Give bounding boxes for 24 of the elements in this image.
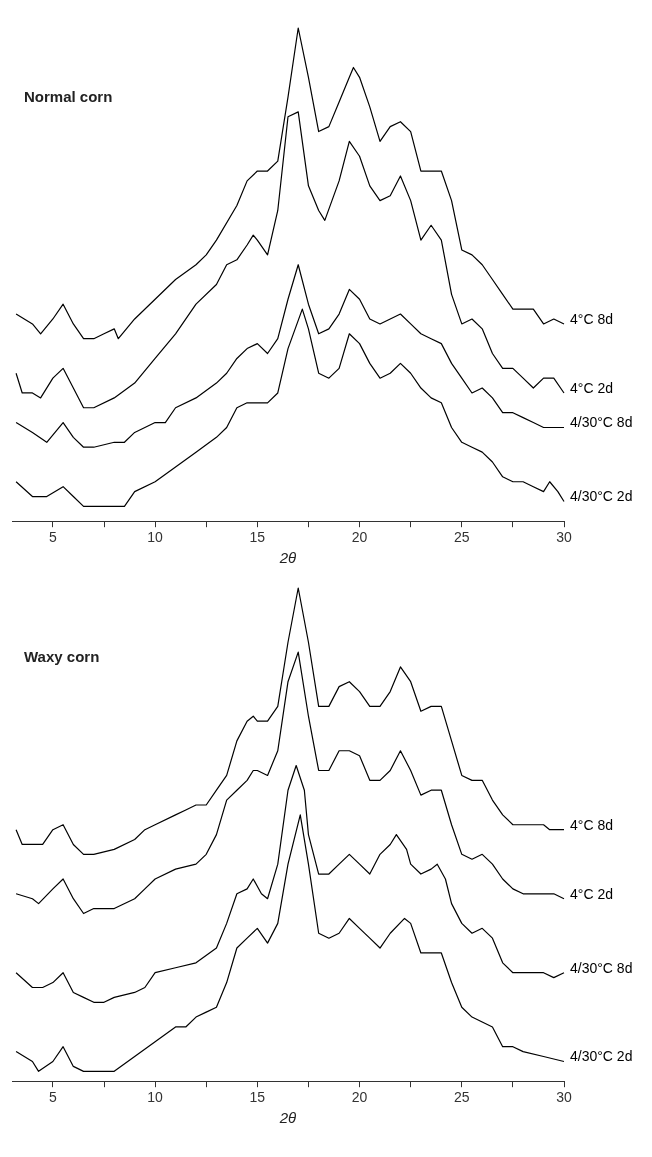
series-label: 4°C 2d [570, 885, 613, 902]
x-tick-label: 5 [48, 1089, 57, 1106]
series-label: 4°C 8d [570, 310, 613, 327]
series-label: 4/30°C 2d [570, 488, 633, 505]
series-label: 4°C 2d [570, 379, 613, 396]
x-axis-title: 2θ [278, 549, 297, 567]
x-axis-title: 2θ [278, 1109, 297, 1127]
x-tick-label: 5 [48, 529, 57, 546]
text: Normal corn [24, 88, 113, 106]
x-tick-label: 10 [147, 1089, 164, 1106]
series-label: 4/30°C 8d [570, 959, 633, 976]
x-tick-label: 15 [249, 1089, 266, 1106]
text: Waxy corn [24, 648, 100, 666]
x-tick-label: 25 [453, 1089, 470, 1106]
x-tick-label: 10 [147, 529, 164, 546]
x-tick-label: 20 [351, 1089, 368, 1106]
x-tick-label: 30 [556, 1089, 572, 1106]
x-tick-label: 30 [556, 529, 572, 546]
x-tick-label: 20 [351, 529, 368, 546]
x-tick-label: 15 [249, 529, 266, 546]
x-tick-label: 25 [453, 529, 470, 546]
series-label: 4/30°C 2d [570, 1048, 633, 1065]
series-label: 4/30°C 8d [570, 414, 633, 431]
series-label: 4°C 8d [570, 816, 613, 833]
